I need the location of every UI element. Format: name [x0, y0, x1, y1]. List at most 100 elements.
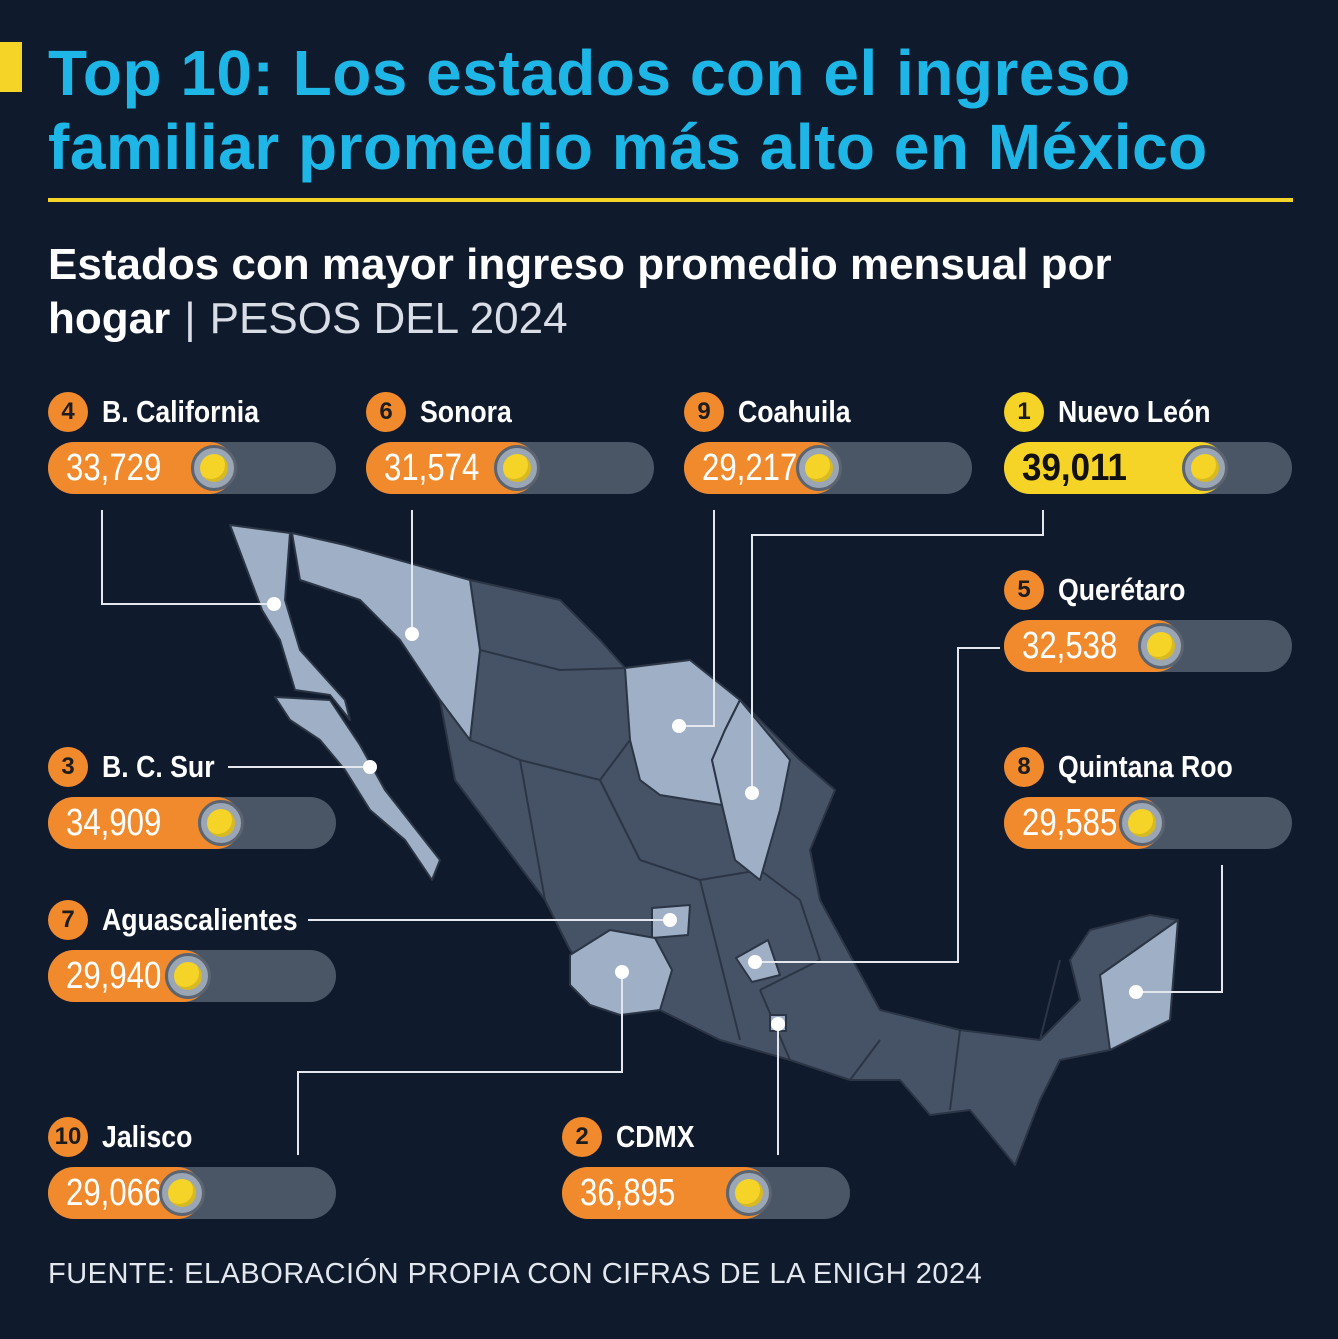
state-name: CDMX	[616, 1119, 695, 1154]
value-track: 31,574	[366, 442, 654, 494]
coin-icon	[1138, 623, 1184, 669]
value-track: 33,729	[48, 442, 336, 494]
card-head: 7 Aguascalientes	[48, 900, 329, 940]
title-accent-bar	[0, 42, 22, 92]
state-sonora	[291, 532, 481, 741]
value-track: 32,538	[1004, 620, 1292, 672]
card-cdmx: 2 CDMX 36,895	[562, 1117, 852, 1237]
card-jalisco: 10 Jalisco 29,066	[48, 1117, 338, 1237]
rank-badge: 8	[1004, 747, 1044, 787]
card-head: 9 Coahuila	[684, 392, 869, 432]
coin-icon	[1119, 800, 1165, 846]
title-divider	[48, 198, 1293, 202]
chart-subtitle: Estados con mayor ingreso promedio mensu…	[48, 238, 1308, 346]
value-label: 39,011	[1022, 447, 1128, 489]
card-head: 3 B. C. Sur	[48, 747, 233, 787]
state-name: Coahuila	[738, 394, 851, 429]
leader-lines	[101, 510, 1223, 1155]
coin-icon	[796, 445, 842, 491]
rank-badge: 3	[48, 747, 88, 787]
value-label: 31,574	[384, 447, 480, 489]
card-head: 1 Nuevo León	[1004, 392, 1235, 432]
value-label: 29,940	[66, 955, 162, 997]
leader-baja-california	[101, 510, 274, 605]
state-name: Quintana Roo	[1058, 749, 1233, 784]
value-track: 29,217	[684, 442, 972, 494]
marker-jalisco	[615, 965, 629, 979]
value-label: 36,895	[580, 1172, 676, 1214]
coin-icon	[191, 445, 237, 491]
leader-quintana-roo	[1136, 865, 1223, 993]
value-track: 39,011	[1004, 442, 1292, 494]
leader-queretaro	[755, 647, 1000, 963]
value-label: 29,217	[702, 447, 798, 489]
card-head: 4 B. California	[48, 392, 285, 432]
value-track: 34,909	[48, 797, 336, 849]
page-title: Top 10: Los estados con el ingreso famil…	[48, 37, 1208, 183]
state-name: B. California	[102, 394, 260, 429]
marker-coahuila	[672, 719, 686, 733]
rank-badge: 5	[1004, 570, 1044, 610]
value-label: 29,585	[1022, 802, 1118, 844]
card-sonora: 6 Sonora 31,574	[366, 392, 656, 512]
marker-baja-california-sur	[363, 760, 377, 774]
state-name: Nuevo León	[1058, 394, 1211, 429]
marker-cdmx	[771, 1017, 785, 1031]
card-baja-california-sur: 3 B. C. Sur 34,909	[48, 747, 338, 867]
state-name: Jalisco	[102, 1119, 193, 1154]
value-track: 29,066	[48, 1167, 336, 1219]
state-markers	[267, 597, 1143, 1031]
marker-sonora	[405, 627, 419, 641]
coin-icon	[159, 1170, 205, 1216]
subtitle-text: Estados con mayor ingreso promedio mensu…	[48, 240, 1112, 343]
state-name: B. C. Sur	[102, 749, 215, 784]
value-track: 36,895	[562, 1167, 850, 1219]
card-head: 5 Querétaro	[1004, 570, 1206, 610]
state-baja-california-sur	[274, 696, 441, 881]
coin-icon	[494, 445, 540, 491]
card-baja-california: 4 B. California 33,729	[48, 392, 338, 512]
state-baja-california	[229, 524, 351, 721]
value-track: 29,585	[1004, 797, 1292, 849]
card-head: 2 CDMX	[562, 1117, 707, 1157]
card-head: 6 Sonora	[366, 392, 527, 432]
card-coahuila: 9 Coahuila 29,217	[684, 392, 974, 512]
state-name: Aguascalientes	[102, 902, 298, 937]
value-label: 34,909	[66, 802, 162, 844]
rank-badge: 2	[562, 1117, 602, 1157]
marker-baja-california	[267, 597, 281, 611]
state-name: Querétaro	[1058, 572, 1186, 607]
marker-nuevo-leon	[745, 786, 759, 800]
value-label: 33,729	[66, 447, 162, 489]
state-quintana-roo	[1099, 919, 1179, 1051]
coin-icon	[198, 800, 244, 846]
value-label: 32,538	[1022, 625, 1118, 667]
rank-badge: 1	[1004, 392, 1044, 432]
marker-quintana-roo	[1129, 985, 1143, 999]
marker-aguascalientes	[663, 913, 677, 927]
rank-badge: 7	[48, 900, 88, 940]
marker-queretaro	[748, 955, 762, 969]
value-label: 29,066	[66, 1172, 162, 1214]
coin-icon	[726, 1170, 772, 1216]
leader-coahuila	[679, 510, 715, 727]
source-note: FUENTE: ELABORACIÓN PROPIA CON CIFRAS DE…	[48, 1258, 983, 1290]
card-nuevo-leon: 1 Nuevo León 39,011	[1004, 392, 1294, 512]
card-head: 10 Jalisco	[48, 1117, 207, 1157]
card-quintana-roo: 8 Quintana Roo 29,585	[1004, 747, 1294, 867]
leader-jalisco	[297, 972, 623, 1155]
leader-nuevo-leon	[751, 510, 1044, 793]
card-queretaro: 5 Querétaro 32,538	[1004, 570, 1294, 690]
subtitle-unit: PESOS DEL 2024	[209, 294, 568, 343]
subtitle-separator: |	[184, 294, 196, 343]
rank-badge: 9	[684, 392, 724, 432]
coin-icon	[1182, 445, 1228, 491]
value-track: 29,940	[48, 950, 336, 1002]
card-aguascalientes: 7 Aguascalientes 29,940	[48, 900, 338, 1020]
rank-badge: 6	[366, 392, 406, 432]
state-name: Sonora	[420, 394, 512, 429]
rank-badge: 4	[48, 392, 88, 432]
rank-badge: 10	[48, 1117, 88, 1157]
card-head: 8 Quintana Roo	[1004, 747, 1261, 787]
